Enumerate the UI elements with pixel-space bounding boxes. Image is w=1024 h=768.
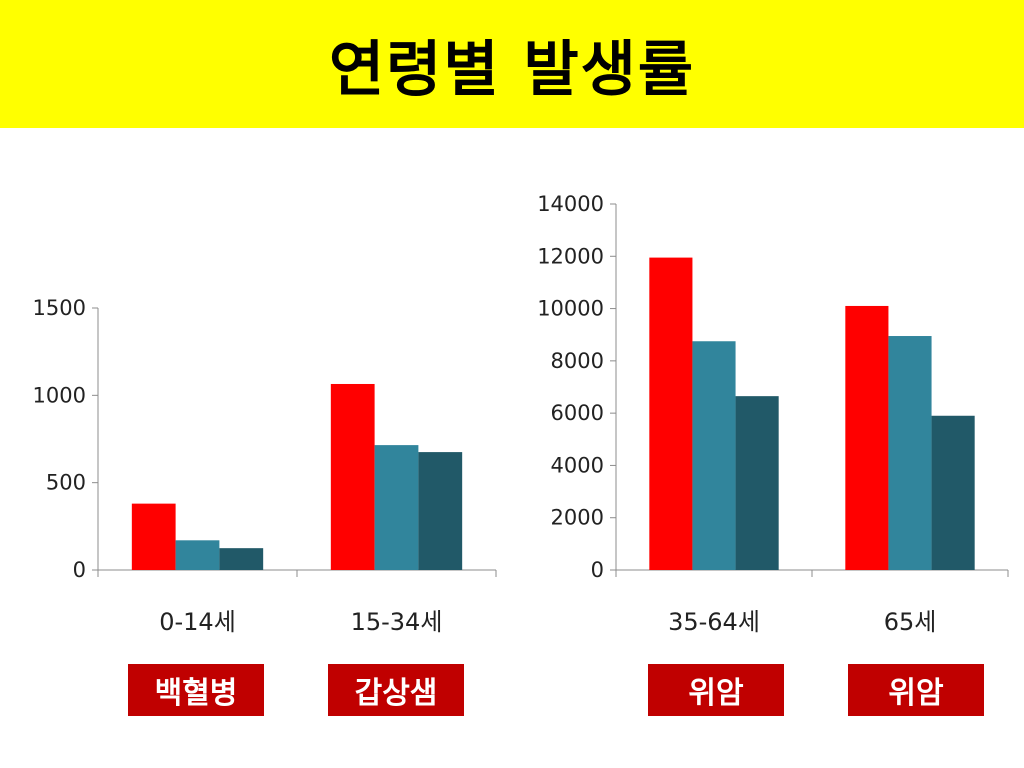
chart-1-bar [131,503,176,570]
chart-2-bar [931,415,975,570]
chart-1-y-tick-label: 1000 [33,383,86,407]
chart-2-category-label: 35-64세 [668,608,760,636]
chart-2-y-tick-label: 12000 [537,244,604,268]
chart-2-bar [888,336,932,570]
chart-2-bar [649,257,693,570]
chart-1-y-tick-label: 0 [73,558,86,582]
chart-2-y-tick-label: 6000 [551,401,604,425]
chart-2-bar [845,305,889,570]
title-banner: 연령별 발생률 [0,0,1024,128]
chart-1-bar [330,383,375,570]
chart-1-y-tick-label: 500 [46,471,86,495]
chart-2-y-tick-label: 4000 [551,453,604,477]
category-tag-thyroid: 갑상샘 [328,664,464,716]
chart-1-y-tick-label: 1500 [33,296,86,320]
chart-2-y-tick-label: 14000 [537,192,604,216]
chart-1-bar [418,452,463,570]
category-tag-stomach-2: 위암 [848,664,984,716]
chart-1-category-label: 15-34세 [351,608,443,636]
chart-1-bar [219,548,264,570]
chart-1-category-label: 0-14세 [159,608,236,636]
chart-2-y-tick-label: 10000 [537,297,604,321]
category-tag-leukemia: 백혈병 [128,664,264,716]
chart-1-bar [175,540,220,570]
chart-2-category-label: 65세 [884,608,937,636]
chart-2-y-tick-label: 2000 [551,506,604,530]
category-tag-stomach-1: 위암 [648,664,784,716]
slide-title: 연령별 발생률 [328,34,696,105]
chart-1-bar [374,445,419,570]
chart-2-y-tick-label: 8000 [551,349,604,373]
chart-2-y-tick-label: 0 [591,558,604,582]
chart-2-bar [735,396,779,570]
chart-2-bar [692,341,736,570]
